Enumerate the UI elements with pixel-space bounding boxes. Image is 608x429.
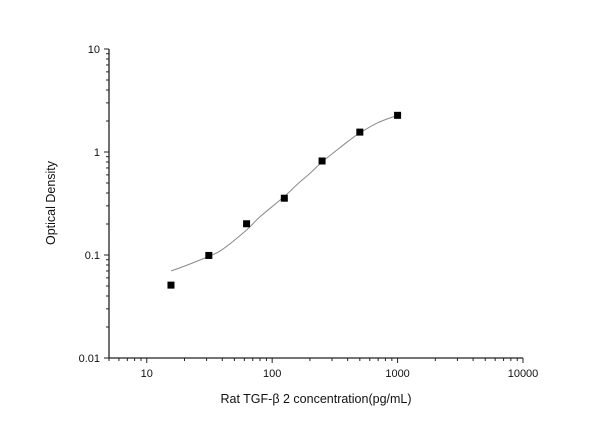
- x-tick-label: 10000: [508, 368, 539, 380]
- data-point: [318, 157, 326, 165]
- y-tick-label: 10: [88, 44, 100, 56]
- x-tick-label: 10: [141, 368, 153, 380]
- y-tick-label: 0.1: [85, 250, 100, 262]
- x-tick-label: 1000: [385, 368, 409, 380]
- data-point: [394, 111, 402, 119]
- data-point: [205, 251, 213, 259]
- fit-curve: [170, 114, 398, 272]
- axes: 10 100 1000 10000 0.01 0.1 1 10: [79, 44, 539, 380]
- y-tick-label: 1: [94, 147, 100, 159]
- data-points: [167, 111, 402, 289]
- x-axis-label: Rat TGF-β 2 concentration(pg/mL): [220, 392, 411, 406]
- y-tick-label: 0.01: [79, 353, 100, 365]
- x-tick-label: 100: [263, 368, 281, 380]
- data-point: [356, 128, 364, 136]
- data-point: [167, 281, 175, 289]
- y-axis-label: Optical Density: [44, 160, 58, 245]
- data-point: [243, 220, 251, 228]
- data-point: [280, 194, 288, 202]
